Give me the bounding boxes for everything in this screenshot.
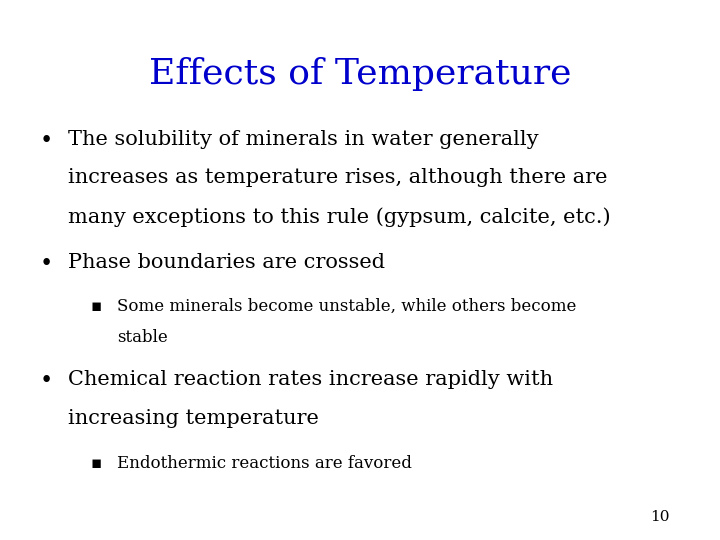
Text: •: • (40, 253, 53, 275)
Text: Effects of Temperature: Effects of Temperature (149, 57, 571, 91)
Text: increasing temperature: increasing temperature (68, 409, 319, 428)
Text: 10: 10 (650, 510, 670, 524)
Text: •: • (40, 130, 53, 152)
Text: Chemical reaction rates increase rapidly with: Chemical reaction rates increase rapidly… (68, 370, 554, 389)
Text: •: • (40, 370, 53, 393)
Text: Phase boundaries are crossed: Phase boundaries are crossed (68, 253, 385, 272)
Text: Endothermic reactions are favored: Endothermic reactions are favored (117, 455, 412, 471)
Text: ▪: ▪ (90, 455, 102, 471)
Text: The solubility of minerals in water generally: The solubility of minerals in water gene… (68, 130, 539, 148)
Text: stable: stable (117, 329, 167, 346)
Text: increases as temperature rises, although there are: increases as temperature rises, although… (68, 168, 608, 187)
Text: Some minerals become unstable, while others become: Some minerals become unstable, while oth… (117, 298, 576, 315)
Text: many exceptions to this rule (gypsum, calcite, etc.): many exceptions to this rule (gypsum, ca… (68, 207, 611, 227)
Text: ▪: ▪ (90, 298, 102, 315)
